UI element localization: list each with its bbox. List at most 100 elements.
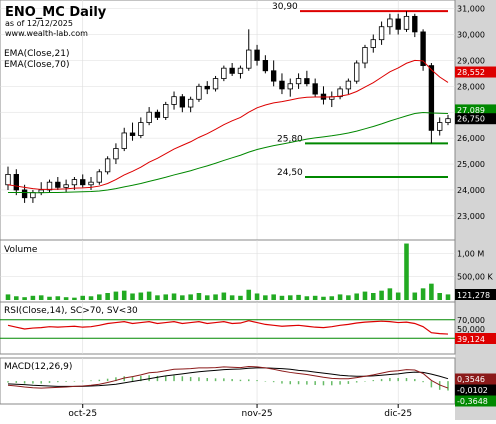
price-grid [0, 0, 455, 240]
macd-pane [0, 357, 456, 405]
volume-bar [354, 293, 359, 300]
volume-bar [395, 292, 401, 300]
candle-body [30, 192, 36, 199]
volume-bar [321, 296, 326, 300]
volume-bar [72, 297, 77, 300]
volume-bar [304, 296, 310, 300]
price-y-tick: 28,000 [457, 82, 485, 91]
macd-tag-bg [455, 395, 496, 407]
macd-line [7, 366, 449, 389]
candle-body [229, 67, 235, 74]
macd-hist-bar [264, 381, 267, 382]
candle-body [121, 132, 127, 149]
candle-body [254, 49, 260, 61]
volume-bar [379, 290, 384, 300]
macd-title: MACD(12,26,9) [4, 362, 72, 372]
volume-bar [113, 291, 119, 300]
volume-bar [88, 296, 94, 300]
volume-bar [246, 289, 252, 300]
price-levels: 30,90 25,80 24,50 [272, 2, 448, 178]
candle-body [88, 181, 94, 186]
volume-bar [213, 294, 218, 300]
volume-bar [5, 294, 11, 300]
macd-hist-bar [123, 376, 125, 382]
volume-bar [271, 294, 276, 300]
candle-body [154, 111, 161, 118]
volume-bar [429, 283, 434, 300]
macd-hist-bar [48, 381, 51, 383]
volume-bar [22, 297, 27, 300]
candle-body [412, 15, 418, 33]
candle-body [46, 181, 53, 191]
price-y-tick: 23,000 [457, 212, 485, 221]
volume-bar [155, 295, 160, 300]
candle-body [246, 49, 252, 69]
candle-body [21, 189, 28, 199]
volume-bar [121, 290, 127, 300]
candle-body [146, 111, 152, 123]
macd-hist-bar [131, 376, 134, 382]
macd-hist-bar [405, 378, 408, 382]
macd-hist-bar [115, 377, 117, 382]
candle-body [204, 85, 210, 90]
volume-bar [80, 295, 85, 300]
candle-body [179, 96, 186, 108]
macd-hist-bar [239, 379, 242, 382]
price-candles [5, 11, 451, 203]
price-tag: 28,552 [457, 68, 485, 77]
macd-hist-bar [364, 381, 366, 382]
volume-bar [238, 295, 243, 300]
macd-hist-bar [347, 381, 350, 384]
rsi-title: RSI(Close,14), SC>70, SV<30 [4, 306, 138, 316]
candle-body [403, 15, 410, 30]
macd-hist-bar [389, 378, 391, 382]
x-tick-label: nov-25 [242, 409, 273, 419]
volume-bar [312, 295, 318, 300]
candle-body [212, 78, 219, 90]
volume-bar [254, 293, 260, 300]
macd-hist-bar [40, 381, 42, 384]
candle-body [420, 31, 426, 66]
macd-hist-bar [65, 381, 67, 382]
level-label: 25,80 [277, 134, 303, 144]
rsi-last-tag-bg [455, 333, 496, 344]
volume-bar [196, 293, 202, 300]
candle-body [387, 18, 393, 28]
macd-hist-bar [297, 381, 300, 385]
macd-hist-bar [206, 378, 208, 382]
macd-hist-bar [331, 381, 333, 386]
volume-bar [362, 291, 368, 300]
macd-hist-bar [272, 381, 275, 383]
level-label: 24,50 [277, 168, 303, 178]
candle-body [63, 184, 69, 188]
volume-bar [97, 294, 102, 300]
candle-body [38, 189, 44, 193]
volume-bar [188, 294, 193, 300]
macd-hist-bar [7, 381, 9, 383]
as-of-date: as of 12/12/2025 [5, 19, 73, 28]
candle-body [138, 122, 144, 136]
volume-bar [445, 294, 451, 300]
macd-hist-bar [223, 378, 225, 382]
macd-hist-bar [32, 381, 34, 384]
candle-body [129, 132, 136, 136]
macd-hist-bar [380, 379, 383, 382]
volume-bar [404, 243, 409, 300]
rsi-grid [0, 302, 455, 354]
candle-body [445, 118, 451, 123]
x-axis: oct-25 nov-25 dic-25 [68, 404, 412, 419]
price-tag: 26,750 [457, 115, 485, 124]
volume-y-tick: 500,00 K [457, 273, 494, 282]
candle-body [370, 39, 376, 48]
macd-hist-bar [57, 381, 59, 383]
macd-tag: -0,0102 [457, 386, 488, 395]
candle-body [237, 67, 244, 74]
price-y-tick: 24,000 [457, 186, 485, 195]
ema21-line [7, 59, 449, 190]
macd-hist-bar [198, 377, 200, 382]
candle-body [312, 83, 318, 95]
volume-bars [5, 243, 451, 300]
source-url: www.wealth-lab.com [5, 29, 88, 38]
